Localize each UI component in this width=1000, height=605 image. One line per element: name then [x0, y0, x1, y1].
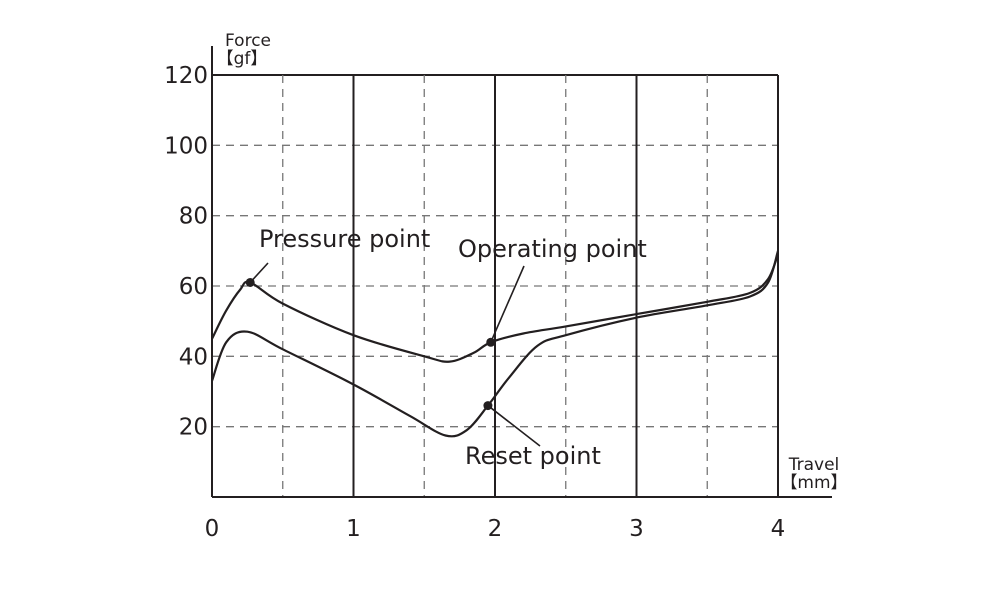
x-axis-unit: 【mm】	[780, 473, 847, 493]
x-tick-label: 1	[346, 516, 361, 542]
y-axis-unit: 【gf】	[217, 49, 268, 69]
y-tick-label: 80	[179, 204, 208, 230]
annotation-leader-line	[490, 265, 525, 343]
grid	[212, 74, 779, 497]
annotation-label: Pressure point	[259, 225, 430, 253]
axes	[211, 46, 832, 498]
x-tick-label: 2	[488, 516, 503, 542]
annotation-label: Operating point	[458, 235, 647, 263]
y-axis-label: Force	[225, 31, 271, 51]
y-tick-label: 100	[164, 133, 208, 159]
y-tick-label: 40	[179, 344, 208, 370]
annotation-point-marker	[486, 337, 496, 347]
x-tick-label: 4	[771, 516, 786, 542]
tick-labels: 20 40 60 80 100 120 0 1 2 3 4	[164, 63, 785, 542]
y-tick-label: 120	[164, 63, 208, 89]
x-tick-label: 0	[205, 516, 220, 542]
y-tick-label: 60	[179, 274, 208, 300]
x-axis-label: Travel	[788, 455, 840, 475]
annotation-point-marker	[483, 401, 493, 411]
annotations: Pressure point Operating point Reset point	[245, 225, 647, 470]
annotation-leader-line	[487, 404, 541, 447]
x-tick-label: 3	[629, 516, 644, 542]
annotation-point-marker	[245, 277, 255, 287]
y-tick-label: 20	[179, 415, 208, 441]
annotation-label: Reset point	[465, 442, 601, 470]
